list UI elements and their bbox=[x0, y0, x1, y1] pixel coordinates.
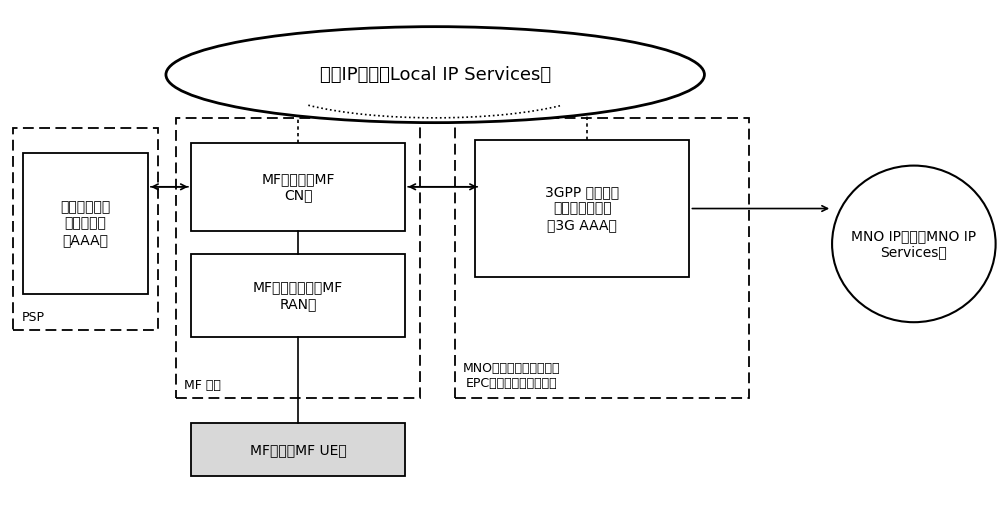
Bar bbox=[475, 140, 689, 277]
Bar bbox=[191, 254, 405, 337]
Text: MF核心网（MF
CN）: MF核心网（MF CN） bbox=[261, 172, 335, 202]
Text: MF无线接入网（MF
RAN）: MF无线接入网（MF RAN） bbox=[253, 280, 343, 311]
Ellipse shape bbox=[166, 26, 704, 122]
Bar bbox=[191, 143, 405, 231]
Text: MNO（基础移动运营商）
EPC（演进分组核心网）: MNO（基础移动运营商） EPC（演进分组核心网） bbox=[463, 362, 561, 391]
Bar bbox=[23, 153, 148, 295]
Bar bbox=[13, 128, 158, 330]
Bar bbox=[455, 117, 749, 398]
Text: MF 网络: MF 网络 bbox=[184, 379, 221, 392]
Bar bbox=[191, 423, 405, 477]
Text: PSP: PSP bbox=[21, 311, 44, 324]
Text: 鉴别、授权、
计费服务器
（AAA）: 鉴别、授权、 计费服务器 （AAA） bbox=[61, 201, 111, 247]
Ellipse shape bbox=[832, 166, 996, 322]
Text: 3GPP 鉴别、授
权、计费服务器
（3G AAA）: 3GPP 鉴别、授 权、计费服务器 （3G AAA） bbox=[545, 185, 619, 232]
Text: MF终端（MF UE）: MF终端（MF UE） bbox=[250, 443, 346, 457]
Text: 本地IP服务（Local IP Services）: 本地IP服务（Local IP Services） bbox=[320, 66, 551, 84]
Text: MNO IP服务（MNO IP
Services）: MNO IP服务（MNO IP Services） bbox=[851, 229, 976, 259]
Bar bbox=[176, 117, 420, 398]
